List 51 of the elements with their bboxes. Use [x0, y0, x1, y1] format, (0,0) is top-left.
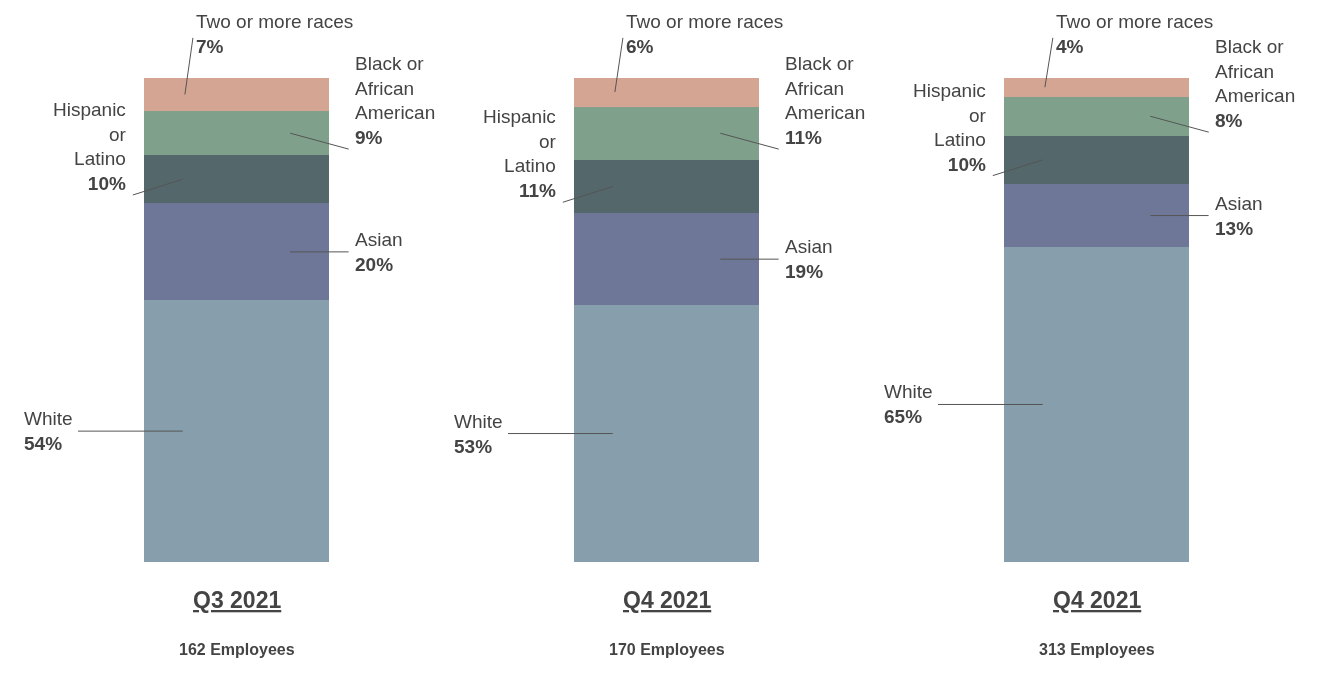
text: Two or more races [626, 11, 784, 32]
bar [144, 78, 329, 111]
x-tick-label: Q4 2021 [1053, 587, 1142, 613]
bar [1004, 184, 1189, 247]
data-label: 20% [355, 253, 394, 275]
text: Black or African American [785, 53, 866, 124]
data-label: 4% [1056, 35, 1084, 57]
text: White [884, 381, 933, 402]
bar [1004, 136, 1189, 184]
bar [144, 203, 329, 300]
data-label: 65% [884, 405, 923, 427]
text: 170 Employees [609, 641, 725, 658]
text: Asian [1215, 193, 1263, 214]
text: 313 Employees [1039, 641, 1155, 658]
series-label: Asian [355, 229, 403, 250]
series-label: Hispanic or Latino [53, 99, 127, 170]
data-label: 10% [87, 173, 126, 195]
bar [574, 160, 759, 213]
bar [574, 78, 759, 107]
text: Two or more races [1056, 11, 1214, 32]
text: White [454, 411, 503, 432]
series-label: Black or African American [355, 53, 436, 124]
text: White [24, 408, 73, 429]
data-label: 11% [518, 180, 556, 202]
x-tick-label: Q3 2021 [193, 587, 282, 613]
data-label: 10% [947, 154, 986, 176]
text: Two or more races [196, 11, 354, 32]
data-label: 19% [785, 260, 824, 282]
text: Asian [785, 236, 833, 257]
bar [1004, 97, 1189, 136]
text: 162 Employees [179, 641, 295, 658]
text: Black or African American [1215, 36, 1296, 107]
x-tick-label: Q4 2021 [623, 587, 712, 613]
data-label: 13% [1215, 217, 1254, 239]
bar [574, 213, 759, 305]
data-label: 8% [1215, 110, 1243, 132]
text: Hispanic or Latino [483, 106, 556, 177]
bar [144, 300, 329, 562]
data-label: 9% [355, 127, 383, 149]
bar [574, 305, 759, 562]
bar [574, 107, 759, 160]
data-label: 7% [196, 35, 224, 57]
bar [1004, 247, 1189, 562]
bar [144, 111, 329, 155]
bar [144, 155, 329, 203]
text: Hispanic or Latino [913, 80, 986, 151]
bar [1004, 78, 1189, 97]
data-label: 6% [626, 35, 654, 57]
data-label: 54% [24, 432, 63, 454]
data-label: 11% [785, 127, 823, 149]
data-label: 53% [454, 435, 493, 457]
